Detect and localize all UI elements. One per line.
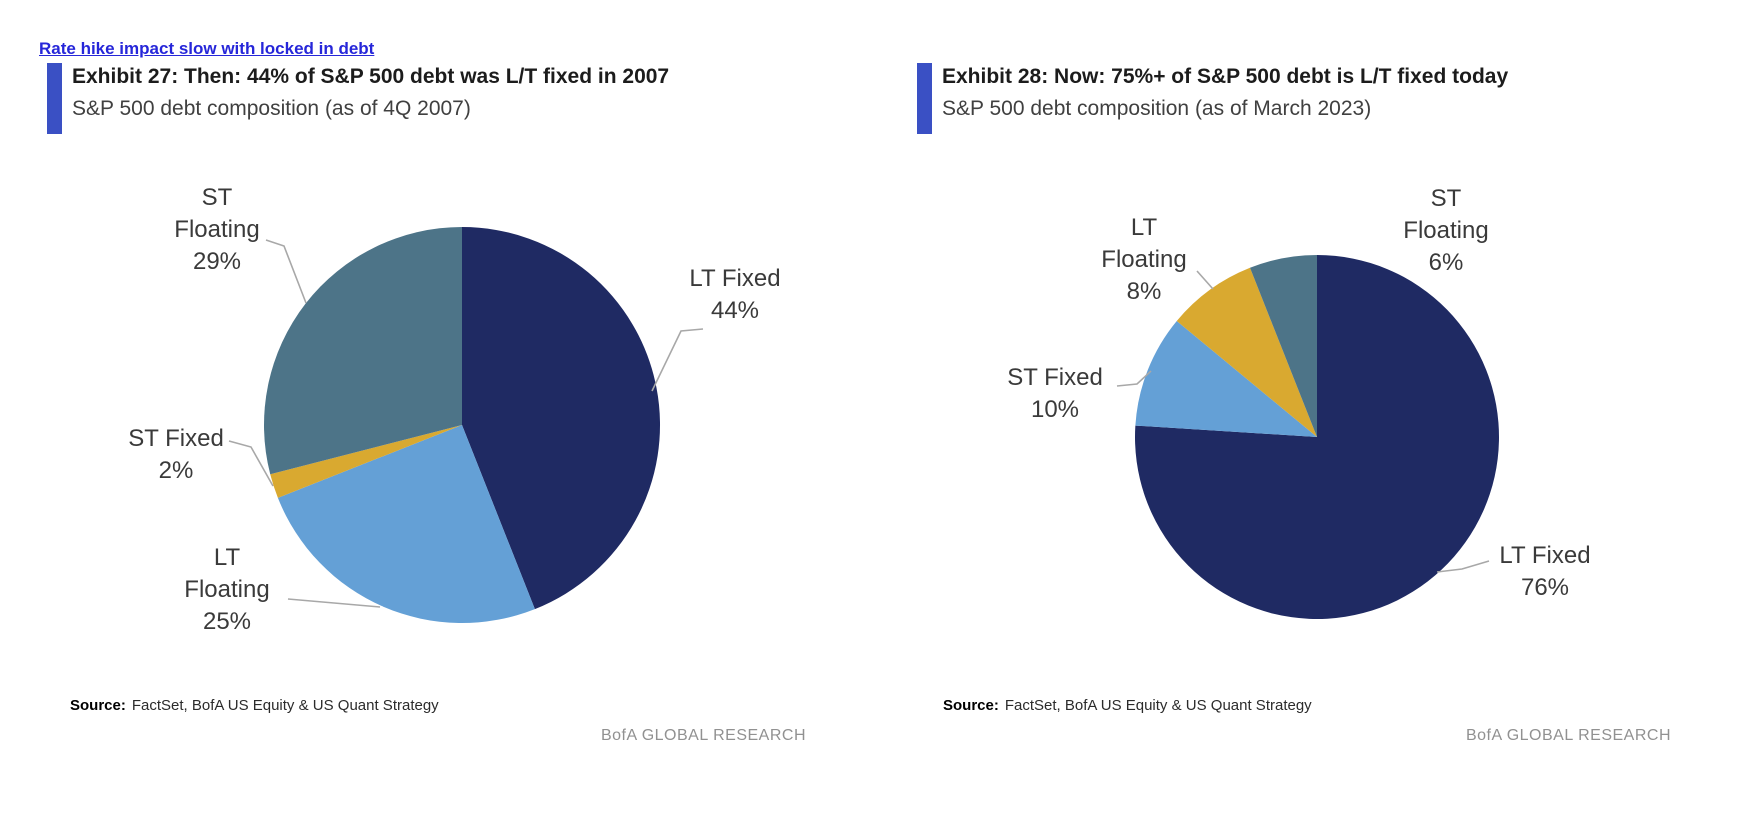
exhibit-28-header: Exhibit 28: Now: 75%+ of S&P 500 debt is… [917,63,1508,134]
pie-label-pct: 76% [1520,574,1570,601]
leader-line-st-fixed-2007 [228,440,274,487]
leader-line-lt-fixed-2023 [1436,560,1490,573]
pie-slice-lt-fixed [1135,255,1500,619]
pie-label-lt-floating-2023: LT Floating 8% [1088,212,1200,308]
pie-label-st-fixed-2007: ST Fixed 2% [106,423,246,487]
pie-label-pct: 2% [158,457,194,484]
pie-label-st-floating-2007: ST Floating 29% [161,182,273,278]
leader-line-lt-fixed-2007 [651,328,704,392]
pie-label-pct: 6% [1428,249,1464,276]
source-line-2007: Source: FactSet, BofA US Equity & US Quan… [70,697,439,714]
report-link[interactable]: Rate hike impact slow with locked in deb… [39,39,375,58]
source-line-2023: Source: FactSet, BofA US Equity & US Quan… [943,697,1312,714]
exhibit-title: Exhibit 28: Now: 75%+ of S&P 500 debt is… [942,65,1509,88]
pie-slice-lt-floating [277,425,535,624]
source-label: Source: [943,697,999,714]
footer-text: BofA GLOBAL RESEARCH [1465,727,1671,744]
pie-label-name: ST Fixed [128,425,224,452]
source-text: FactSet, BofA US Equity & US Quant Strat… [131,697,439,714]
pie-label-name: ST Fixed [1007,364,1103,391]
exhibit-subtitle: S&P 500 debt composition (as of March 20… [942,97,1372,121]
pie-slice-st-fixed [1135,320,1317,437]
pie-label-pct: 10% [1030,396,1080,423]
pie-label-st-fixed-2023: ST Fixed 10% [985,362,1125,426]
pie-chart-2023 [1135,255,1500,619]
exhibit-accent-bar [47,63,62,134]
research-footer-2023: BofA GLOBAL RESEARCH [943,727,1671,745]
pie-slice-lt-fixed [462,227,661,610]
pie-slice-st-floating [1250,255,1317,437]
pie-label-name: LT Fixed [689,265,781,292]
pie-label-pct: 8% [1126,278,1162,305]
exhibit-27-header: Exhibit 27: Then: 44% of S&P 500 debt wa… [47,63,669,134]
exhibit-subtitle: S&P 500 debt composition (as of 4Q 2007) [72,97,471,121]
pie-label-lt-fixed-2007: LT Fixed 44% [665,263,805,327]
pie-label-name: LT Floating [184,544,270,603]
source-text: FactSet, BofA US Equity & US Quant Strat… [1004,697,1312,714]
pie-label-pct: 29% [192,248,242,275]
pie-label-name: LT Fixed [1499,542,1591,569]
pie-label-lt-floating-2007: LT Floating 25% [171,542,283,638]
pie-label-st-floating-2023: ST Floating 6% [1390,183,1502,279]
leader-line-lt-floating-2007 [287,598,381,608]
pie-label-lt-fixed-2023: LT Fixed 76% [1475,540,1615,604]
pie-label-pct: 25% [202,608,252,635]
leader-line-st-floating-2007 [265,239,307,304]
pie-label-pct: 44% [710,297,760,324]
source-label: Source: [70,697,126,714]
footer-text: BofA GLOBAL RESEARCH [600,727,806,744]
leader-line-st-fixed-2023 [1116,370,1152,387]
pie-label-name: ST Floating [174,184,260,243]
pie-label-name: LT Floating [1101,214,1187,273]
pie-slice-lt-floating [1176,267,1317,437]
pie-slice-st-fixed [270,425,462,498]
pie-label-name: ST Floating [1403,185,1489,244]
research-footer-2007: BofA GLOBAL RESEARCH [70,727,806,745]
pie-slice-st-floating [263,227,462,475]
exhibit-title: Exhibit 27: Then: 44% of S&P 500 debt wa… [72,65,670,88]
pie-chart-2007 [263,227,661,624]
exhibit-accent-bar [917,63,932,134]
leader-line-lt-floating-2023 [1196,270,1214,290]
